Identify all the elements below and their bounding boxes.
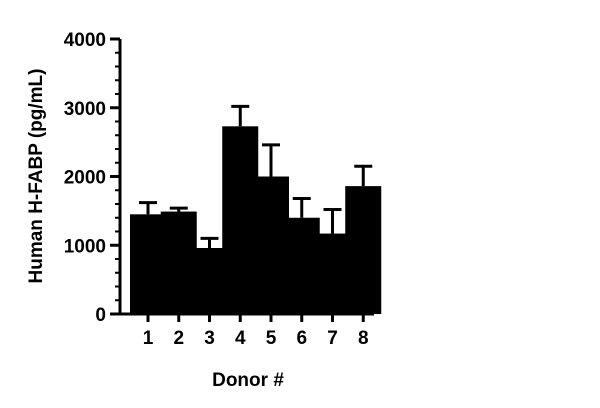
y-tick-label: 2000 — [64, 168, 106, 189]
y-axis: 0 1000 2000 3000 4000 — [64, 30, 122, 326]
x-tick-label: 3 — [204, 328, 215, 349]
y-tick-label: 1000 — [64, 236, 106, 257]
bar-5 — [253, 176, 289, 314]
x-tick-label: 4 — [235, 328, 246, 349]
bar-3 — [191, 248, 228, 314]
x-tick-label: 2 — [173, 328, 184, 349]
bar-1 — [130, 214, 166, 314]
x-tick-label: 7 — [327, 328, 338, 349]
bar-8 — [345, 186, 382, 314]
bar-4 — [222, 126, 259, 314]
x-tick-label: 5 — [266, 328, 277, 349]
x-axis-label: Donor # — [212, 370, 284, 391]
x-tick-label: 8 — [358, 328, 369, 349]
bar-series — [130, 104, 382, 314]
y-tick-label: 3000 — [64, 99, 106, 120]
bar-7 — [314, 233, 351, 314]
y-tick-label: 0 — [95, 305, 106, 326]
x-tick-label: 6 — [296, 328, 307, 349]
x-tick-label: 1 — [143, 328, 154, 349]
bar-6 — [283, 217, 320, 314]
y-tick-label: 4000 — [64, 30, 106, 51]
bar-2 — [160, 211, 197, 314]
y-axis-label: Human H-FABP (pg/mL) — [26, 69, 47, 284]
